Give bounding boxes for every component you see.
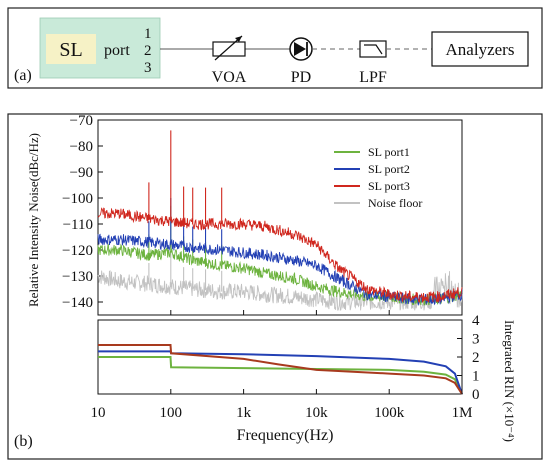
x-tick-label: 100 xyxy=(160,405,183,421)
x-tick-label: 100k xyxy=(374,405,405,421)
panel-a-frame xyxy=(7,7,543,89)
panel-b-label: (b) xyxy=(14,433,33,450)
port-number-2: 2 xyxy=(144,43,152,59)
integrated-y-axis-label: Integrated RIN (×10⁻⁴) xyxy=(502,320,517,442)
x-tick-label: 10 xyxy=(91,405,106,421)
rin-y-tick-label: −80 xyxy=(70,139,93,155)
rin-plot-frame xyxy=(97,119,463,316)
sl-label: SL xyxy=(59,39,82,61)
rin-series-sl-port2 xyxy=(97,233,463,306)
legend-label-port3: SL port3 xyxy=(368,179,410,193)
pd-label: PD xyxy=(291,69,311,86)
analyzers-box xyxy=(431,31,529,67)
port-number-3: 3 xyxy=(144,60,152,76)
integrated-y-tick-label: 2 xyxy=(472,350,480,366)
rin-y-tick-label: −120 xyxy=(62,243,93,259)
rin-y-tick-label: −70 xyxy=(70,113,93,129)
rin-y-tick-label: −140 xyxy=(62,295,93,311)
integrated-y-tick-label: 0 xyxy=(472,387,480,403)
integrated-series-sl-port1 xyxy=(98,356,463,395)
legend-label-port2: SL port2 xyxy=(368,162,410,176)
pd-diode-icon xyxy=(294,42,306,56)
rin-y-tick-label: −110 xyxy=(63,217,93,233)
panel-b: (b) −70 −80 −90 −100 −110 −120 −130 −140 Relati… xyxy=(7,113,543,460)
port-label: port xyxy=(104,42,130,59)
legend-label-noise-floor: Noise floor xyxy=(368,196,422,210)
lpf-symbol xyxy=(359,40,387,58)
panel-b-frame xyxy=(7,113,543,460)
integrated-y-tick-label: 3 xyxy=(472,332,480,348)
legend-label-port1: SL port1 xyxy=(368,145,410,159)
rin-y-tick-label: −130 xyxy=(62,269,93,285)
rin-spectrum-plot: −70 −80 −90 −100 −110 −120 −130 −140 Relative I… xyxy=(26,113,463,316)
voa-arrow-head xyxy=(235,36,242,42)
integrated-rin-plot: 0 1 2 3 4 10 100 1k 10k 100k 1M Integrated RIN (×… xyxy=(91,310,517,444)
sl-box xyxy=(46,34,96,64)
x-tick-label: 1M xyxy=(452,405,473,421)
integrated-y-tick-label: 1 xyxy=(472,369,480,385)
panel-a: SL port 1 2 3 VOA PD LPF Analyzers (a) xyxy=(7,7,543,89)
x-tick-label: 1k xyxy=(236,405,252,421)
rin-y-tick-label: −90 xyxy=(70,165,93,181)
voa-label: VOA xyxy=(212,69,247,86)
x-axis-label: Frequency(Hz) xyxy=(237,427,334,444)
lpf-label: LPF xyxy=(359,69,387,86)
port-number-1: 1 xyxy=(144,26,152,42)
panel-a-label: (a) xyxy=(14,67,32,84)
voa-symbol xyxy=(212,41,246,57)
integrated-y-tick-label: 4 xyxy=(472,313,480,329)
integrated-series-sl-port3 xyxy=(98,344,463,395)
legend: SL port1 SL port2 SL port3 Noise floor xyxy=(334,145,422,210)
lpf-response-icon xyxy=(364,44,383,55)
x-tick-label: 10k xyxy=(305,405,328,421)
rin-series-sl-port3 xyxy=(97,207,463,304)
rin-y-axis-label: Relative Intensity Noise(dBc/Hz) xyxy=(26,133,41,307)
rin-y-tick-label: −100 xyxy=(62,191,93,207)
analyzers-label: Analyzers xyxy=(446,40,515,59)
